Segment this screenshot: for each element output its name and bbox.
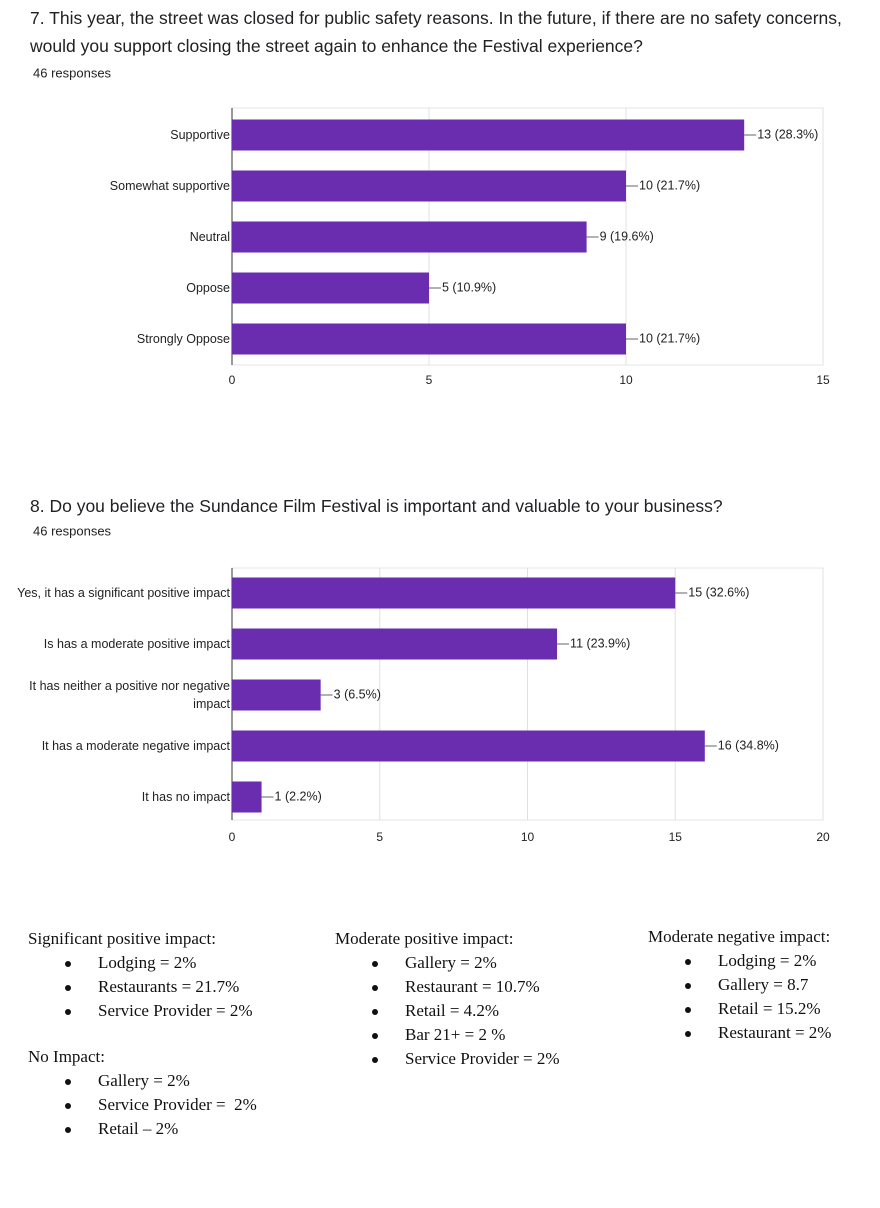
note-item: Retail – 2% (28, 1117, 257, 1141)
chart-subtitle: 46 responses (33, 65, 112, 80)
note-group: No Impact: Gallery = 2% Service Provider =… (28, 1045, 257, 1141)
bar (232, 679, 321, 711)
note-item: Restaurants = 21.7% (28, 975, 253, 999)
value-label: 1 (2.2%) (275, 789, 322, 803)
note-item: Retail = 4.2% (335, 999, 560, 1023)
note-item: Service Provider = 2% (28, 999, 253, 1023)
category-label-box: Oppose (186, 281, 230, 295)
note-group: Moderate negative impact: Lodging = 2% Gal… (648, 925, 831, 1045)
note-heading: No Impact: (28, 1047, 105, 1066)
note-item: Restaurant = 10.7% (335, 975, 560, 999)
note-item: Service Provider = 2% (335, 1047, 560, 1071)
value-label: 5 (10.9%) (442, 280, 496, 294)
category-label: Oppose (186, 281, 230, 295)
category-label-box: Yes, it has a significant positive impac… (17, 586, 230, 600)
x-tick-label: 10 (619, 373, 633, 387)
category-label-box: Supportive (170, 128, 230, 142)
value-label: 9 (19.6%) (600, 229, 654, 243)
category-label: It has a moderate negative impact (41, 739, 230, 753)
bar (232, 119, 745, 151)
note-heading: Moderate negative impact: (648, 927, 831, 946)
note-heading: Significant positive impact: (28, 929, 216, 948)
value-label: 10 (21.7%) (639, 178, 700, 192)
x-tick-label: 15 (816, 373, 830, 387)
bar (232, 781, 262, 813)
note-heading: Moderate positive impact: (335, 929, 514, 948)
category-label: Neutral (189, 230, 230, 244)
category-label-box: Somewhat supportive (109, 179, 230, 193)
value-label: 3 (6.5%) (334, 687, 381, 701)
bar (232, 577, 676, 609)
value-label: 16 (34.8%) (718, 738, 779, 752)
note-item: Retail = 15.2% (648, 997, 831, 1021)
bar (232, 628, 558, 660)
category-label: Supportive (170, 128, 230, 142)
note-item: Gallery = 2% (335, 951, 560, 975)
category-label-box: It has neither a positive nor negative i… (29, 679, 230, 711)
note-item: Gallery = 2% (28, 1069, 257, 1093)
x-tick-label: 15 (669, 830, 683, 844)
category-label-box: Strongly Oppose (136, 332, 230, 346)
note-item: Gallery = 8.7 (648, 973, 831, 997)
bar (232, 170, 626, 202)
bar (232, 730, 705, 762)
chart-title: 7. This year, the street was closed for … (30, 8, 842, 56)
note-item: Restaurant = 2% (648, 1021, 831, 1045)
value-label: 13 (28.3%) (757, 127, 818, 141)
x-tick-label: 0 (229, 373, 236, 387)
category-label: Strongly Oppose (136, 332, 230, 346)
x-tick-label: 5 (426, 373, 433, 387)
note-item: Lodging = 2% (648, 949, 831, 973)
category-label: Somewhat supportive (109, 179, 230, 193)
note-item: Lodging = 2% (28, 951, 253, 975)
category-label: Yes, it has a significant positive impac… (17, 586, 230, 600)
x-tick-label: 5 (376, 830, 383, 844)
category-label: It has neither a positive nor negative i… (29, 679, 230, 711)
bar (232, 323, 626, 355)
note-group: Significant positive impact: Lodging = 2%… (28, 927, 253, 1023)
category-label-box: It has no impact (141, 790, 230, 804)
value-label: 10 (21.7%) (639, 331, 700, 345)
category-label-box: Neutral (189, 230, 230, 244)
note-group: Moderate positive impact: Gallery = 2% Res… (335, 927, 560, 1071)
note-item: Bar 21+ = 2 % (335, 1023, 560, 1047)
category-label: It has no impact (141, 790, 230, 804)
chart-title-box: 7. This year, the street was closed for … (30, 8, 842, 56)
chart-subtitle: 46 responses (33, 523, 112, 538)
x-tick-label: 10 (521, 830, 535, 844)
category-label-box: It has a moderate negative impact (41, 739, 230, 753)
bar (232, 221, 587, 253)
x-tick-label: 20 (816, 830, 830, 844)
bar (232, 272, 429, 304)
chart-title-box: 8. Do you believe the Sundance Film Fest… (30, 496, 723, 516)
category-label-box: Is has a moderate positive impact (43, 637, 230, 651)
value-label: 11 (23.9%) (570, 636, 630, 650)
note-item: Service Provider = 2% (28, 1093, 257, 1117)
category-label: Is has a moderate positive impact (43, 637, 230, 651)
chart-title: 8. Do you believe the Sundance Film Fest… (30, 496, 723, 516)
value-label: 15 (32.6%) (688, 585, 749, 599)
x-tick-label: 0 (229, 830, 236, 844)
